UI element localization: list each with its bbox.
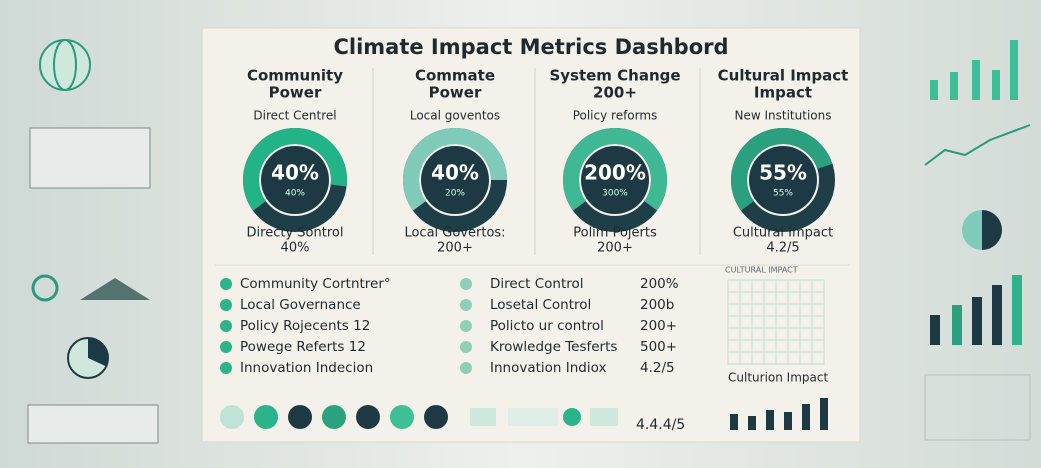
dashboard: Climate Impact Metrics Dashbord Communit… xyxy=(0,0,1041,468)
card-title: Impact xyxy=(754,84,812,102)
list-item: Direct Control xyxy=(490,276,584,292)
deco-bar xyxy=(784,412,792,430)
donut-subvalue: 55% xyxy=(773,189,793,199)
donut-subvalue: 20% xyxy=(445,189,465,199)
bullet xyxy=(460,299,472,311)
deco-bar xyxy=(802,404,810,430)
deco-bar xyxy=(748,416,756,430)
bullet xyxy=(220,362,232,374)
card-bottom: Polim Pojerts xyxy=(573,226,657,241)
icon-circle xyxy=(356,405,380,429)
icon-circle xyxy=(254,405,278,429)
card-title: System Change xyxy=(549,67,680,85)
list-value: 200+ xyxy=(640,318,677,334)
card-title: Power xyxy=(429,84,482,102)
card-title: 200+ xyxy=(593,84,637,102)
icon-circle xyxy=(220,405,244,429)
icon-circle xyxy=(322,405,346,429)
card-subtitle: Policy reforms xyxy=(573,109,658,123)
card-subtitle: New Institutions xyxy=(735,109,832,123)
card-bottom: Directy Sontrol xyxy=(247,226,344,241)
donut-subvalue: 40% xyxy=(285,189,305,199)
bullet xyxy=(220,320,232,332)
bullet xyxy=(460,341,472,353)
list-item: Krowledge Tesferts xyxy=(490,339,617,355)
icon-card xyxy=(508,408,558,426)
card-title: Power xyxy=(269,84,322,102)
side-bar xyxy=(1012,275,1022,345)
card-bottom: 4.2/5 xyxy=(766,241,799,256)
side-bar xyxy=(992,285,1002,345)
side-bar xyxy=(930,80,938,100)
list-value: 200b xyxy=(640,297,674,313)
icon-card xyxy=(590,408,618,426)
list-item: Community Cortntrer° xyxy=(240,276,391,292)
card-bottom: Local Govertos: xyxy=(404,226,505,241)
grid-icon xyxy=(28,405,158,443)
icon-circle xyxy=(424,405,448,429)
side-bar xyxy=(992,70,1000,100)
card-bottom: 40% xyxy=(281,241,310,256)
bullet xyxy=(460,362,472,374)
list-item: Policto ur control xyxy=(490,318,604,334)
card-title: Commate xyxy=(415,67,495,85)
dashboard-title: Climate Impact Metrics Dashbord xyxy=(333,35,728,59)
side-bar xyxy=(952,305,962,345)
bullet xyxy=(460,278,472,290)
list-value: 200% xyxy=(640,276,679,292)
list-item: Local Governance xyxy=(240,297,361,313)
globe xyxy=(40,40,90,90)
page: {"header": {"title": "Climate Impact Met… xyxy=(0,0,1041,468)
grid-icon xyxy=(30,128,150,188)
bullet xyxy=(220,278,232,290)
icon-circle xyxy=(390,405,414,429)
card-subtitle: Direct Centrel xyxy=(253,109,336,123)
donut-value: 200% xyxy=(584,161,646,185)
list-item: Losetal Control xyxy=(490,297,591,313)
side-bar xyxy=(950,72,958,100)
list-value: 500+ xyxy=(640,339,677,355)
bullet xyxy=(220,299,232,311)
card-title: Community xyxy=(247,67,343,85)
donut-subvalue: 300% xyxy=(602,189,628,199)
side-bar xyxy=(972,297,982,345)
deco-bar xyxy=(766,410,774,430)
deco-bar xyxy=(730,414,738,430)
mini-caption: Culturion Impact xyxy=(728,371,828,385)
bullet xyxy=(220,341,232,353)
list-value: 4.2/5 xyxy=(640,360,675,376)
icon-card xyxy=(470,408,496,426)
footer-score: 4.4.4/5 xyxy=(636,417,685,433)
list-item: Innovation Indiox xyxy=(490,360,606,376)
card-bottom: 200+ xyxy=(437,241,473,256)
list-item: Powege Referts 12 xyxy=(240,339,366,355)
bullet xyxy=(460,320,472,332)
side-bar xyxy=(972,60,980,100)
donut-value: 40% xyxy=(431,161,479,185)
list-item: Innovation Indecion xyxy=(240,360,373,376)
card-bottom: 200+ xyxy=(597,241,633,256)
mini-header: CULTURAL IMPACT xyxy=(725,266,798,275)
side-bar xyxy=(1010,40,1018,100)
card-bottom: Cultural Impact xyxy=(733,226,833,241)
icon-circle xyxy=(288,405,312,429)
side-bar xyxy=(930,315,940,345)
donut-value: 40% xyxy=(271,161,319,185)
icon-circle xyxy=(563,408,581,426)
list-item: Policy Rojecents 12 xyxy=(240,318,370,334)
deco-bar xyxy=(820,398,828,430)
card-subtitle: Local goventos xyxy=(410,109,500,123)
donut-value: 55% xyxy=(759,161,807,185)
card-title: Cultural Impact xyxy=(718,67,849,85)
